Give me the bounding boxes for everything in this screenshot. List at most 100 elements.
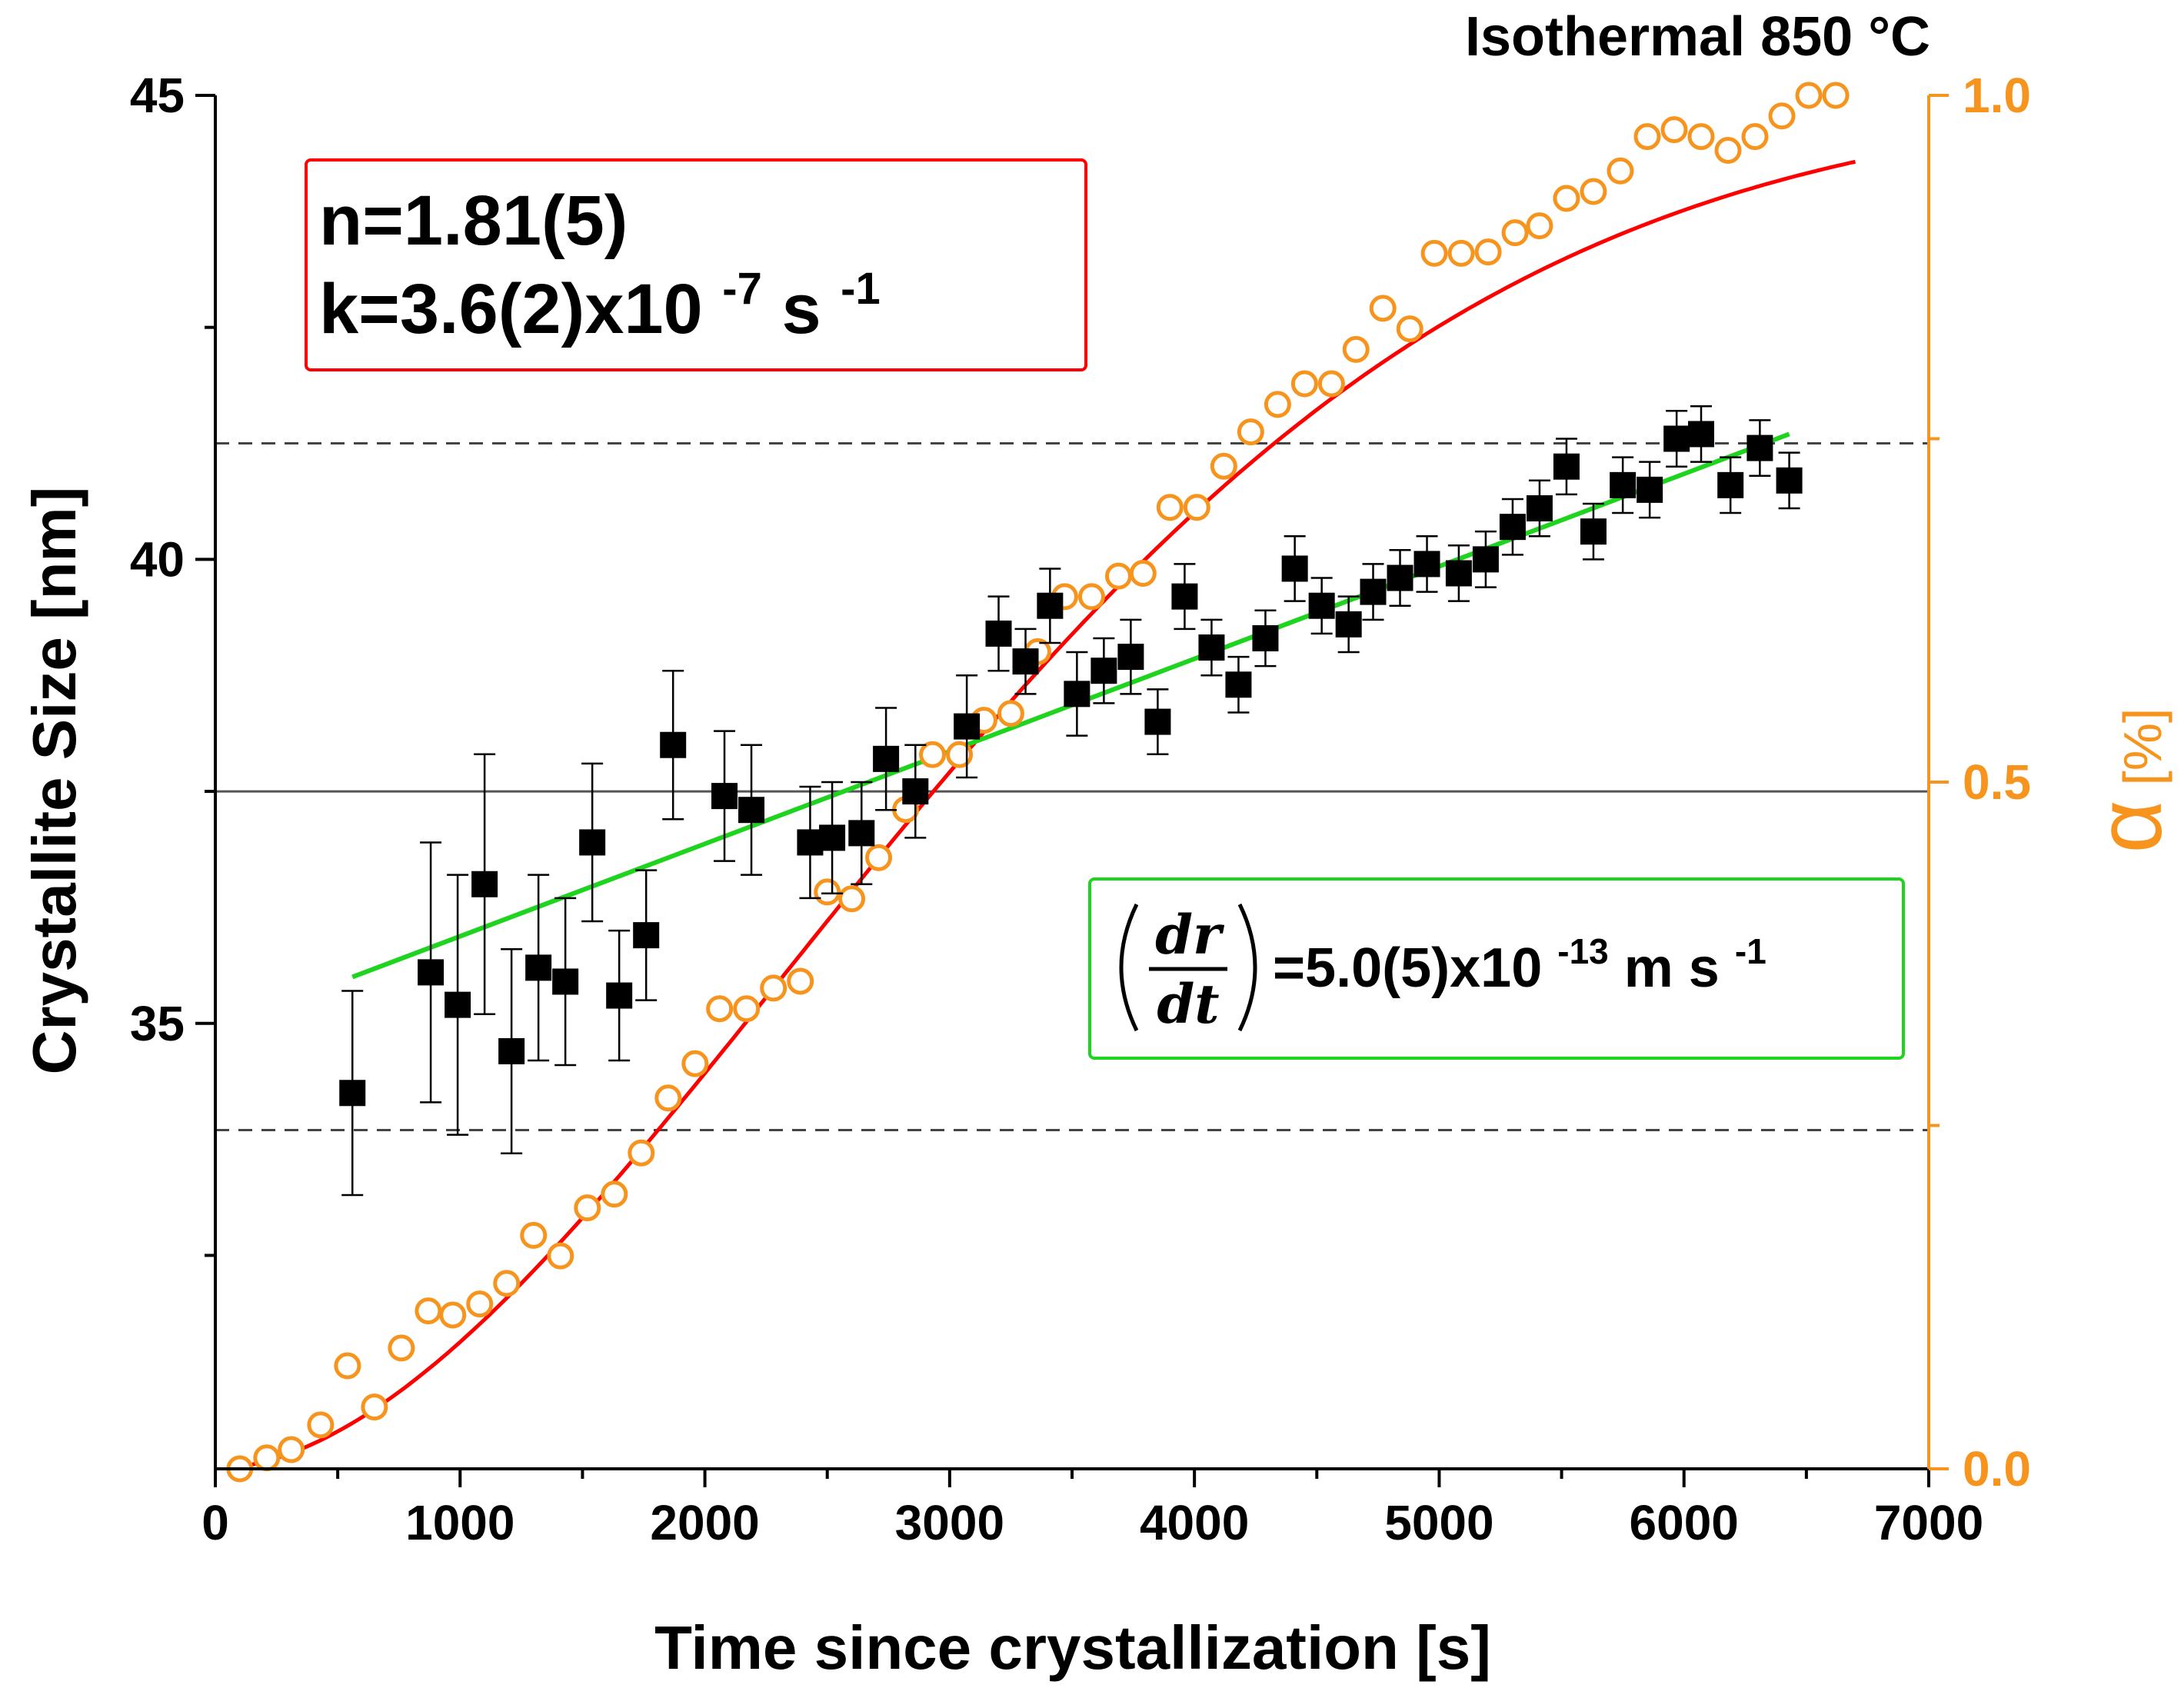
alpha-point xyxy=(1156,494,1184,521)
y-right-tick-label: 1.0 xyxy=(1963,68,2031,123)
alpha-point xyxy=(1822,82,1850,109)
avrami-box xyxy=(305,158,1087,371)
size-point xyxy=(633,922,660,949)
size-point xyxy=(1171,583,1198,610)
rate-value-exp: -13 xyxy=(1557,931,1608,971)
size-point xyxy=(1553,453,1580,480)
alpha-point xyxy=(628,1139,655,1167)
alpha-point xyxy=(1317,370,1345,398)
size-point xyxy=(498,1037,525,1064)
size-point xyxy=(606,982,633,1009)
alpha-point xyxy=(814,878,841,906)
rate-value: =5.0(5)x10 -13 m s -1 xyxy=(1273,914,1766,999)
size-point xyxy=(1252,624,1279,651)
size-point xyxy=(819,824,846,851)
alpha-point xyxy=(1183,494,1210,521)
size-point xyxy=(873,745,900,772)
alpha-point xyxy=(1687,123,1715,151)
alpha-point xyxy=(706,995,734,1023)
alpha-point xyxy=(1768,102,1796,130)
alpha-point xyxy=(1396,315,1423,343)
size-point xyxy=(797,829,824,856)
avrami-n-value: n=1.81(5) xyxy=(319,181,628,260)
x-axis-label: Time since crystallization [s] xyxy=(654,1613,1491,1682)
size-point xyxy=(471,871,498,897)
alpha-point xyxy=(278,1436,305,1463)
size-point xyxy=(738,797,765,824)
rate-box xyxy=(1088,877,1905,1060)
alpha-point xyxy=(1129,560,1157,588)
alpha-point xyxy=(997,700,1024,727)
alpha-point xyxy=(1501,219,1529,247)
size-point xyxy=(1064,681,1090,708)
alpha-point xyxy=(865,844,893,871)
size-point xyxy=(1225,671,1252,698)
size-point xyxy=(1360,578,1387,605)
size-point xyxy=(1637,476,1663,503)
alpha-point xyxy=(1741,123,1769,151)
alpha-point xyxy=(1104,562,1132,590)
rate-value-unit: m s xyxy=(1624,937,1720,999)
rate-value-unit-exp: -1 xyxy=(1735,931,1766,971)
chart-title: Isothermal 850 °C xyxy=(1465,6,1930,68)
alpha-point xyxy=(253,1444,281,1472)
reference-lines xyxy=(215,442,1929,1132)
avrami-k-unit: s xyxy=(781,270,821,348)
x-tick-label: 1000 xyxy=(405,1495,514,1550)
size-point xyxy=(339,1080,366,1107)
alpha-point xyxy=(1633,123,1661,151)
alpha-point xyxy=(1077,583,1105,611)
y-axis-label-left: Crystallite Size [nm] xyxy=(20,487,88,1075)
alpha-point xyxy=(787,967,814,995)
alpha-point xyxy=(334,1352,361,1380)
alpha-point xyxy=(1342,335,1370,363)
alpha-point xyxy=(520,1221,548,1249)
x-tick-label: 7000 xyxy=(1874,1495,1983,1550)
avrami-annotation: n=1.81(5) k=3.6(2)x10 -7 s -1 xyxy=(305,158,1087,371)
size-point xyxy=(1335,611,1362,638)
size-point xyxy=(1198,634,1225,661)
alpha-point xyxy=(1447,239,1475,267)
alpha-point xyxy=(1210,452,1237,480)
size-point xyxy=(1012,648,1039,675)
alpha-point xyxy=(466,1290,494,1318)
size-point xyxy=(985,620,1012,647)
size-point xyxy=(1281,555,1308,582)
rate-denominator: dt xyxy=(1157,972,1219,1036)
size-point xyxy=(1090,658,1117,684)
alpha-point xyxy=(760,974,787,1002)
alpha-point xyxy=(681,1050,709,1077)
alpha-point xyxy=(1795,82,1823,109)
alpha-point xyxy=(1607,157,1634,185)
alpha-point xyxy=(601,1180,628,1208)
alpha-point xyxy=(415,1297,442,1325)
size-point xyxy=(445,991,471,1018)
rate-annotation: dr dt =5.0(5)x10 -13 m s -1 xyxy=(1088,877,1905,1060)
size-point xyxy=(1526,495,1553,522)
y-left-tick-label: 45 xyxy=(130,68,185,123)
axis-ticks: 0 1000 2000 3000 4000 5000 6000 7000 35 40 45 0.0 0.… xyxy=(130,68,2031,1550)
alpha-point xyxy=(307,1411,335,1439)
alpha-point xyxy=(1264,391,1291,418)
y-left-tick-label: 35 xyxy=(130,996,185,1051)
size-point xyxy=(1610,471,1637,498)
size-point xyxy=(1445,560,1472,587)
alpha-point xyxy=(388,1334,415,1362)
size-point xyxy=(1776,467,1803,494)
size-point xyxy=(525,954,552,981)
x-tick-label: 6000 xyxy=(1630,1495,1739,1550)
alpha-point xyxy=(439,1301,467,1329)
alpha-series xyxy=(226,82,1850,1483)
size-point xyxy=(1037,592,1064,619)
size-point xyxy=(579,829,606,856)
avrami-k-value: k=3.6(2)x10 -7 s -1 xyxy=(319,241,881,348)
size-point xyxy=(1117,644,1144,671)
size-point xyxy=(1663,425,1690,452)
avrami-k-main: k=3.6(2)x10 xyxy=(319,270,703,348)
size-point xyxy=(954,713,981,740)
alpha-point xyxy=(1553,185,1580,212)
alpha-point xyxy=(547,1242,574,1270)
y-right-tick-label: 0.0 xyxy=(1963,1441,2031,1497)
x-tick-label: 5000 xyxy=(1384,1495,1493,1550)
